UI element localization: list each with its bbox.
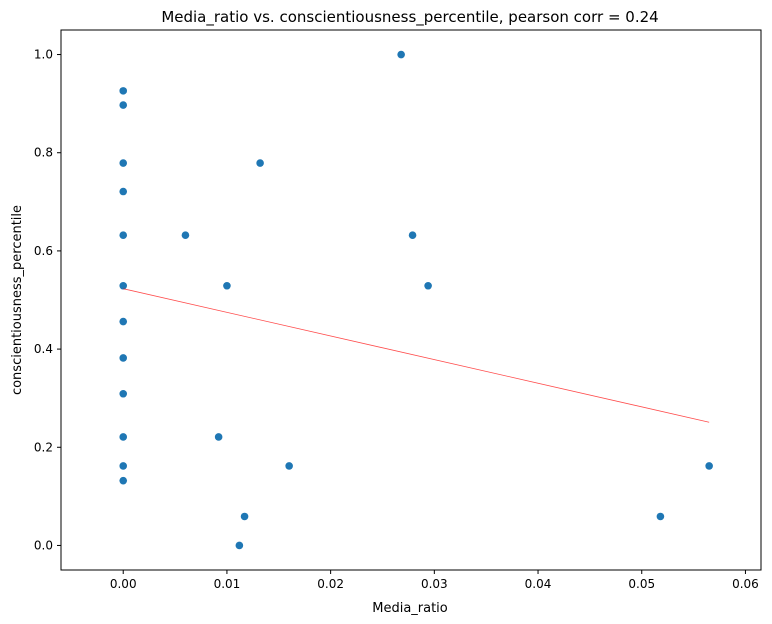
y-tick-label: 0.0 — [34, 538, 53, 552]
data-point-5 — [119, 281, 128, 290]
y-axis: 0.0 0.2 0.4 0.6 0.8 1.0 — [34, 48, 61, 552]
data-point-21 — [424, 281, 432, 290]
data-point-3 — [119, 187, 128, 196]
data-point-22 — [656, 512, 665, 521]
trend-line — [123, 288, 710, 423]
y-axis-label: conscientiousness_percentile — [10, 205, 25, 395]
data-point-7 — [119, 354, 128, 362]
chart-title: Media_ratio vs. conscientiousness_percen… — [161, 8, 658, 27]
data-point-9 — [119, 433, 128, 441]
x-tick-label: 0.00 — [110, 577, 137, 591]
data-point-18 — [285, 462, 293, 470]
data-point-10 — [119, 462, 128, 470]
data-point-6 — [119, 317, 128, 326]
y-tick-label: 1.0 — [34, 48, 53, 62]
x-axis-label: Media_ratio — [372, 601, 448, 616]
axes-frame — [60, 29, 762, 571]
data-point-16 — [240, 512, 249, 521]
x-tick-label: 0.02 — [317, 577, 344, 591]
x-tick-label: 0.01 — [214, 577, 241, 591]
x-tick-label: 0.06 — [732, 577, 759, 591]
plot-area — [119, 50, 713, 550]
data-point-20 — [408, 231, 417, 239]
data-point-14 — [223, 281, 231, 290]
data-point-12 — [181, 231, 190, 239]
x-tick-label: 0.04 — [525, 577, 552, 591]
data-point-8 — [119, 389, 128, 398]
x-tick-label: 0.03 — [421, 577, 448, 591]
data-point-11 — [119, 476, 128, 485]
y-tick-label: 0.8 — [34, 146, 53, 160]
y-tick-label: 0.2 — [34, 440, 53, 454]
y-tick-label: 0.4 — [34, 342, 53, 356]
data-point-13 — [214, 433, 223, 441]
y-tick-label: 0.6 — [34, 244, 53, 258]
data-point-1 — [119, 101, 128, 109]
data-point-15 — [235, 541, 244, 550]
x-axis: 0.00 0.01 0.02 0.03 0.04 0.05 0.06 — [110, 570, 759, 591]
x-tick-label: 0.05 — [628, 577, 655, 591]
data-point-17 — [256, 159, 264, 167]
data-point-2 — [119, 159, 128, 167]
data-point-23 — [705, 462, 713, 470]
data-point-0 — [119, 87, 128, 95]
data-point-4 — [119, 231, 128, 239]
data-point-19 — [397, 50, 405, 59]
